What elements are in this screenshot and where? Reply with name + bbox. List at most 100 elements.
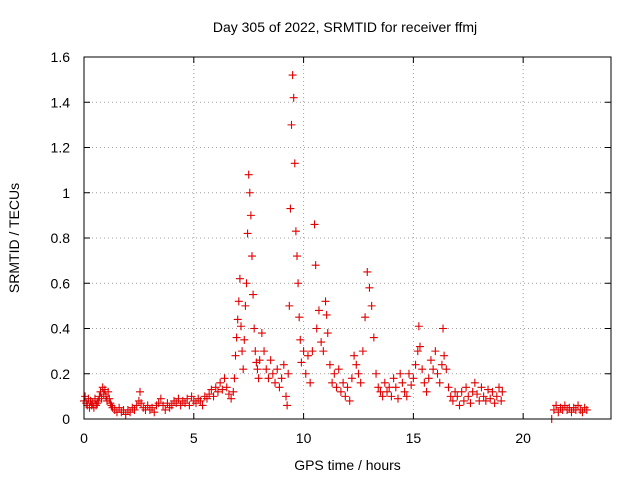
y-axis-title: SRMTID / TECUs: [6, 183, 22, 293]
data-point: [285, 301, 294, 310]
data-point: [242, 279, 251, 288]
data-point: [363, 267, 372, 276]
data-point: [244, 170, 253, 179]
data-point: [317, 338, 326, 347]
data-point: [552, 401, 561, 410]
data-point: [468, 387, 477, 396]
data-point: [473, 390, 482, 399]
y-tick-label: 1.6: [51, 49, 71, 65]
data-point: [442, 365, 451, 374]
data-point: [290, 159, 299, 168]
data-point: [295, 313, 304, 322]
data-point: [209, 392, 218, 401]
data-point: [291, 227, 300, 236]
data-point: [154, 399, 163, 408]
data-point: [549, 405, 558, 414]
data-point: [262, 365, 271, 374]
data-point: [322, 310, 331, 319]
data-point: [448, 396, 457, 405]
data-point: [243, 229, 252, 238]
data-point: [297, 358, 306, 367]
data-point: [185, 401, 194, 410]
data-point: [240, 335, 249, 344]
data-point: [319, 347, 328, 356]
data-point: [437, 360, 446, 369]
data-point: [440, 351, 449, 360]
data-point: [299, 347, 308, 356]
data-point: [350, 351, 359, 360]
data-point: [341, 392, 350, 401]
data-point: [251, 347, 260, 356]
y-tick-label: 1: [62, 185, 70, 201]
data-point: [439, 324, 448, 333]
data-point: [498, 387, 507, 396]
data-point: [191, 399, 200, 408]
y-tick-label: 0.4: [51, 321, 71, 337]
data-point: [218, 385, 227, 394]
data-point: [245, 188, 254, 197]
data-point: [488, 387, 497, 396]
data-point: [484, 385, 493, 394]
data-point: [181, 399, 190, 408]
data-point: [161, 405, 170, 414]
data-point: [216, 378, 225, 387]
data-point: [246, 211, 255, 220]
data-point: [411, 360, 420, 369]
data-point: [314, 306, 323, 315]
data-point: [409, 374, 418, 383]
data-point: [235, 274, 244, 283]
data-point: [365, 283, 374, 292]
data-point: [418, 365, 427, 374]
data-point: [282, 392, 291, 401]
data-point: [241, 301, 250, 310]
y-tick-label: 0: [62, 411, 70, 427]
axis-ticks: [83, 56, 611, 420]
data-point: [275, 383, 284, 392]
data-point: [271, 378, 280, 387]
data-point: [321, 297, 330, 306]
data-point: [356, 378, 365, 387]
data-point: [387, 392, 396, 401]
data-points: [80, 71, 591, 423]
data-point: [402, 392, 411, 401]
data-point: [198, 401, 207, 410]
data-point: [229, 387, 238, 396]
data-point: [207, 385, 216, 394]
data-point: [303, 351, 312, 360]
data-point: [455, 401, 464, 410]
x-axis-title: GPS time / hours: [294, 457, 401, 473]
data-point: [150, 408, 159, 417]
data-point: [339, 378, 348, 387]
grid-lines: [84, 57, 611, 419]
data-point: [574, 401, 583, 410]
data-point: [137, 399, 146, 408]
data-point: [227, 394, 236, 403]
data-point: [115, 403, 124, 412]
data-point: [294, 279, 303, 288]
data-point: [369, 333, 378, 342]
data-point: [464, 392, 473, 401]
data-point: [431, 347, 440, 356]
data-point: [249, 290, 258, 299]
y-tick-labels: 0 0.2 0.4 0.6 0.8 1 1.2 1.4 1.6: [51, 49, 71, 427]
data-point: [358, 347, 367, 356]
data-point: [268, 369, 277, 378]
data-point: [466, 399, 475, 408]
data-point: [389, 374, 398, 383]
data-point: [453, 392, 462, 401]
data-point: [396, 369, 405, 378]
data-point: [367, 301, 376, 310]
data-point: [578, 408, 587, 417]
data-point: [167, 401, 176, 410]
data-point: [288, 71, 297, 80]
x-tick-labels: 0 5 10 15 20: [80, 430, 531, 446]
data-point: [233, 315, 242, 324]
data-point: [174, 394, 183, 403]
data-point: [435, 378, 444, 387]
data-point: [213, 387, 222, 396]
data-point: [232, 333, 241, 342]
data-point: [383, 387, 392, 396]
data-point: [205, 390, 214, 399]
data-point: [332, 383, 341, 392]
